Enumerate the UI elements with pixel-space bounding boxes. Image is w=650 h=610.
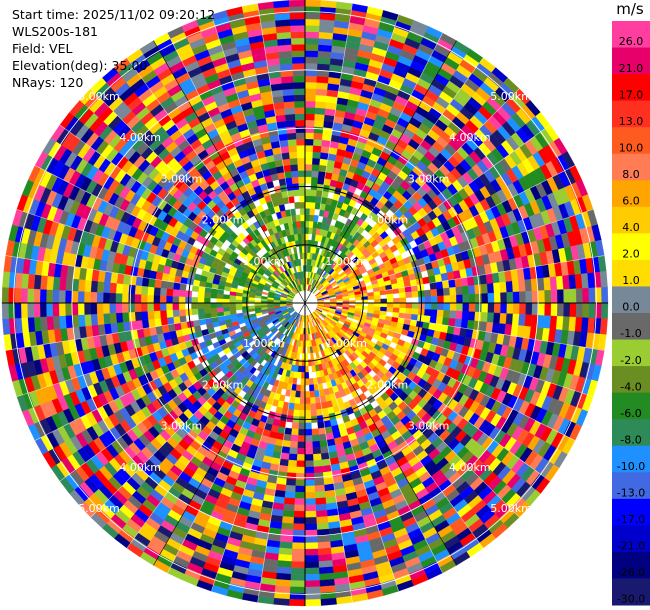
instrument-label: WLS200s-181 xyxy=(12,24,98,39)
colorbar-swatch xyxy=(612,21,650,49)
colorbar-swatch xyxy=(612,525,650,553)
ray-lines xyxy=(2,0,608,606)
colorbar-swatch xyxy=(612,74,650,102)
colorbar-title: m/s xyxy=(616,0,644,18)
nrays-label: NRays: 120 xyxy=(12,75,84,90)
colorbar-swatch xyxy=(612,445,650,473)
field-label: Field: VEL xyxy=(12,41,73,56)
range-ring-label: 2.00km xyxy=(367,378,409,391)
colorbar-tick-label: -4.0 xyxy=(620,380,641,393)
colorbar-tick-label: -1.0 xyxy=(620,327,641,340)
range-ring-label: 5.00km xyxy=(490,90,532,103)
colorbar-swatch xyxy=(612,392,650,420)
colorbar-tick-label: -30.0 xyxy=(617,593,645,606)
range-ring-label: 1.00km xyxy=(325,337,367,350)
colorbar-tick-label: -8.0 xyxy=(620,433,641,446)
colorbar-tick-label: 17.0 xyxy=(619,88,644,101)
ppi-cells xyxy=(1,0,609,607)
colorbar-swatch xyxy=(612,472,650,500)
range-ring-label: 4.00km xyxy=(449,461,491,474)
colorbar-swatch xyxy=(612,339,650,367)
colorbar-swatch xyxy=(612,286,650,314)
range-rings: 1.00km 1.00km 1.00km 1.00km 2.00km 2.00km 2.00… xyxy=(13,11,597,595)
range-ring-label: 3.00km xyxy=(161,420,203,433)
colorbar-swatch xyxy=(612,180,650,208)
colorbar-tick-label: 10.0 xyxy=(619,141,644,154)
colorbar-tick-label: 2.0 xyxy=(622,248,640,261)
colorbar-swatch xyxy=(612,206,650,234)
colorbar-tick-label: 26.0 xyxy=(619,35,644,48)
colorbar-swatch xyxy=(612,153,650,181)
range-ring-label: 4.00km xyxy=(119,461,161,474)
colorbar: 26.0 21.0 17.0 13.0 10.0 8.0 6.0 4.0 2.0 1.0 0.0 -1… xyxy=(612,21,650,606)
colorbar-swatch xyxy=(612,419,650,447)
elevation-label: Elevation(deg): 35.00 xyxy=(12,58,148,73)
range-ring-label: 2.00km xyxy=(202,214,244,227)
colorbar-swatch xyxy=(612,100,650,128)
colorbar-tick-label: -26.0 xyxy=(617,566,645,579)
range-ring-label: 1.00km xyxy=(243,337,285,350)
range-ring-label: 5.00km xyxy=(490,502,532,515)
range-ring-label: 2.00km xyxy=(367,214,409,227)
colorbar-tick-label: -17.0 xyxy=(617,513,645,526)
colorbar-swatch xyxy=(612,498,650,526)
range-ring-label: 5.00km xyxy=(78,90,120,103)
range-ring-label: 3.00km xyxy=(408,172,450,185)
colorbar-swatch xyxy=(612,233,650,261)
colorbar-swatch xyxy=(612,47,650,75)
colorbar-tick-label: 13.0 xyxy=(619,115,644,128)
colorbar-swatch xyxy=(612,259,650,287)
colorbar-tick-label: 0.0 xyxy=(622,301,640,314)
range-ring-label: 4.00km xyxy=(119,131,161,144)
range-ring-label: 3.00km xyxy=(408,420,450,433)
range-ring-label: 2.00km xyxy=(202,378,244,391)
colorbar-swatch xyxy=(612,127,650,155)
colorbar-tick-label: 1.0 xyxy=(622,274,640,287)
colorbar-swatch xyxy=(612,551,650,579)
colorbar-tick-label: 8.0 xyxy=(622,168,640,181)
colorbar-tick-label: 4.0 xyxy=(622,221,640,234)
start-time-label: Start time: 2025/11/02 09:20:12 xyxy=(12,7,216,22)
colorbar-swatch xyxy=(612,313,650,341)
ppi-axes xyxy=(2,0,608,606)
range-ring-label: 3.00km xyxy=(161,172,203,185)
range-ring-label: 4.00km xyxy=(449,131,491,144)
colorbar-tick-label: 6.0 xyxy=(622,195,640,208)
colorbar-swatch xyxy=(612,366,650,394)
colorbar-tick-label: -2.0 xyxy=(620,354,641,367)
colorbar-tick-label: -13.0 xyxy=(617,487,645,500)
colorbar-tick-label: 21.0 xyxy=(619,62,644,75)
range-ring-label: 1.00km xyxy=(325,255,367,268)
range-ring-label: 1.00km xyxy=(243,255,285,268)
colorbar-tick-label: -6.0 xyxy=(620,407,641,420)
colorbar-tick-label: -10.0 xyxy=(617,460,645,473)
colorbar-tick-label: -21.0 xyxy=(617,540,645,553)
range-ring-label: 5.00km xyxy=(78,502,120,515)
colorbar-swatch xyxy=(612,578,650,606)
